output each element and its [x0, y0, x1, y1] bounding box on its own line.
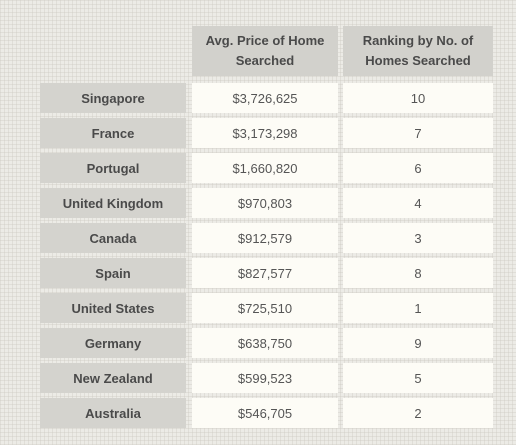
row-rank: 3 [343, 223, 493, 253]
row-country: Singapore [40, 83, 186, 113]
row-rank: 7 [343, 118, 493, 148]
row-price: $3,173,298 [192, 118, 338, 148]
row-price: $638,750 [192, 328, 338, 358]
row-country: Spain [40, 258, 186, 288]
header-avg-price: Avg. Price of Home Searched [192, 26, 338, 76]
row-rank: 2 [343, 398, 493, 428]
header-ranking: Ranking by No. of Homes Searched [343, 26, 493, 76]
row-price: $3,726,625 [192, 83, 338, 113]
row-rank: 9 [343, 328, 493, 358]
row-country: Germany [40, 328, 186, 358]
row-price: $912,579 [192, 223, 338, 253]
row-country: Portugal [40, 153, 186, 183]
row-rank: 8 [343, 258, 493, 288]
row-price: $827,577 [192, 258, 338, 288]
row-rank: 5 [343, 363, 493, 393]
row-country: France [40, 118, 186, 148]
row-country: United States [40, 293, 186, 323]
row-price: $970,803 [192, 188, 338, 218]
row-country: Canada [40, 223, 186, 253]
row-country: New Zealand [40, 363, 186, 393]
row-country: Australia [40, 398, 186, 428]
row-price: $599,523 [192, 363, 338, 393]
row-rank: 6 [343, 153, 493, 183]
row-price: $725,510 [192, 293, 338, 323]
row-price: $546,705 [192, 398, 338, 428]
row-rank: 4 [343, 188, 493, 218]
row-price: $1,660,820 [192, 153, 338, 183]
row-country: United Kingdom [40, 188, 186, 218]
row-rank: 1 [343, 293, 493, 323]
row-rank: 10 [343, 83, 493, 113]
